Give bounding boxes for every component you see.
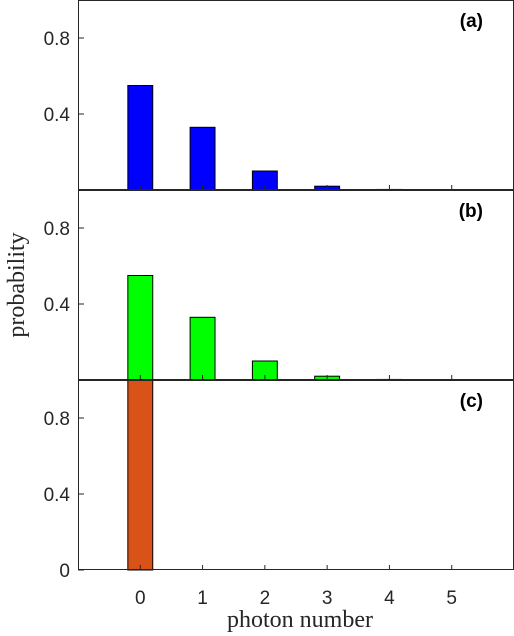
bar-0-0 xyxy=(127,85,154,191)
x-tick-label-3: 3 xyxy=(322,588,333,609)
x-tick-label-5: 5 xyxy=(446,588,457,609)
y-tick-label-0-1: 0.8 xyxy=(44,29,70,50)
y-tick-label-2-0: 0 xyxy=(59,561,70,582)
x-tick-label-0: 0 xyxy=(135,588,146,609)
panel-label-1: (b) xyxy=(459,201,483,222)
panel-2: 0 0.4 0.8 (c) xyxy=(44,379,514,582)
bar-0-1 xyxy=(189,126,216,191)
y-tick-label-1-0: 0.4 xyxy=(44,295,71,316)
x-tick-label-2: 2 xyxy=(260,588,271,609)
bar-1-1 xyxy=(189,316,216,381)
bar-1-0 xyxy=(127,275,154,381)
panel-label-2: (c) xyxy=(460,391,483,412)
y-tick-label-2-1: 0.4 xyxy=(44,485,71,506)
panel-0: 0.4 0.8 (a) xyxy=(44,0,514,191)
x-tick-label-4: 4 xyxy=(384,588,395,609)
panel-1: 0.4 0.8 (b) xyxy=(44,190,514,381)
y-axis-label: probability xyxy=(4,232,30,337)
x-tick-label-1: 1 xyxy=(197,588,208,609)
y-tick-label-1-1: 0.8 xyxy=(44,219,70,240)
y-tick-label-2-2: 0.8 xyxy=(44,409,70,430)
bar-2-0 xyxy=(127,379,154,571)
panel-label-0: (a) xyxy=(460,11,483,32)
x-axis-label: photon number xyxy=(227,607,373,633)
y-tick-label-0-0: 0.4 xyxy=(44,105,71,126)
